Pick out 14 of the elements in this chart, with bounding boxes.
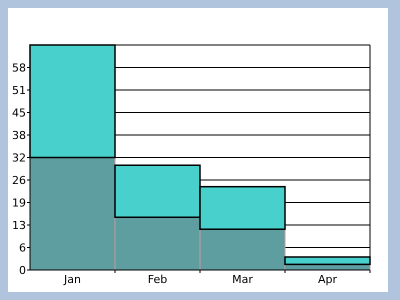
x-tick-label: Jan (63, 273, 81, 286)
y-tick-label: 19 (12, 196, 26, 210)
y-tick-label: 13 (12, 218, 26, 232)
y-tick-label: 38 (12, 128, 26, 142)
y-tick-label: 26 (12, 174, 26, 187)
y-tick-label: 6 (19, 241, 26, 254)
y-tick-label: 32 (12, 151, 26, 164)
y-tick-label: 45 (12, 106, 26, 120)
x-tick-label: Feb (148, 273, 168, 286)
y-tick-label: 0 (19, 264, 26, 277)
x-tick-label: Mar (232, 273, 254, 286)
y-tick-label: 58 (12, 61, 26, 74)
x-tick-label: Apr (318, 273, 338, 286)
y-tick-label: 51 (12, 84, 26, 97)
